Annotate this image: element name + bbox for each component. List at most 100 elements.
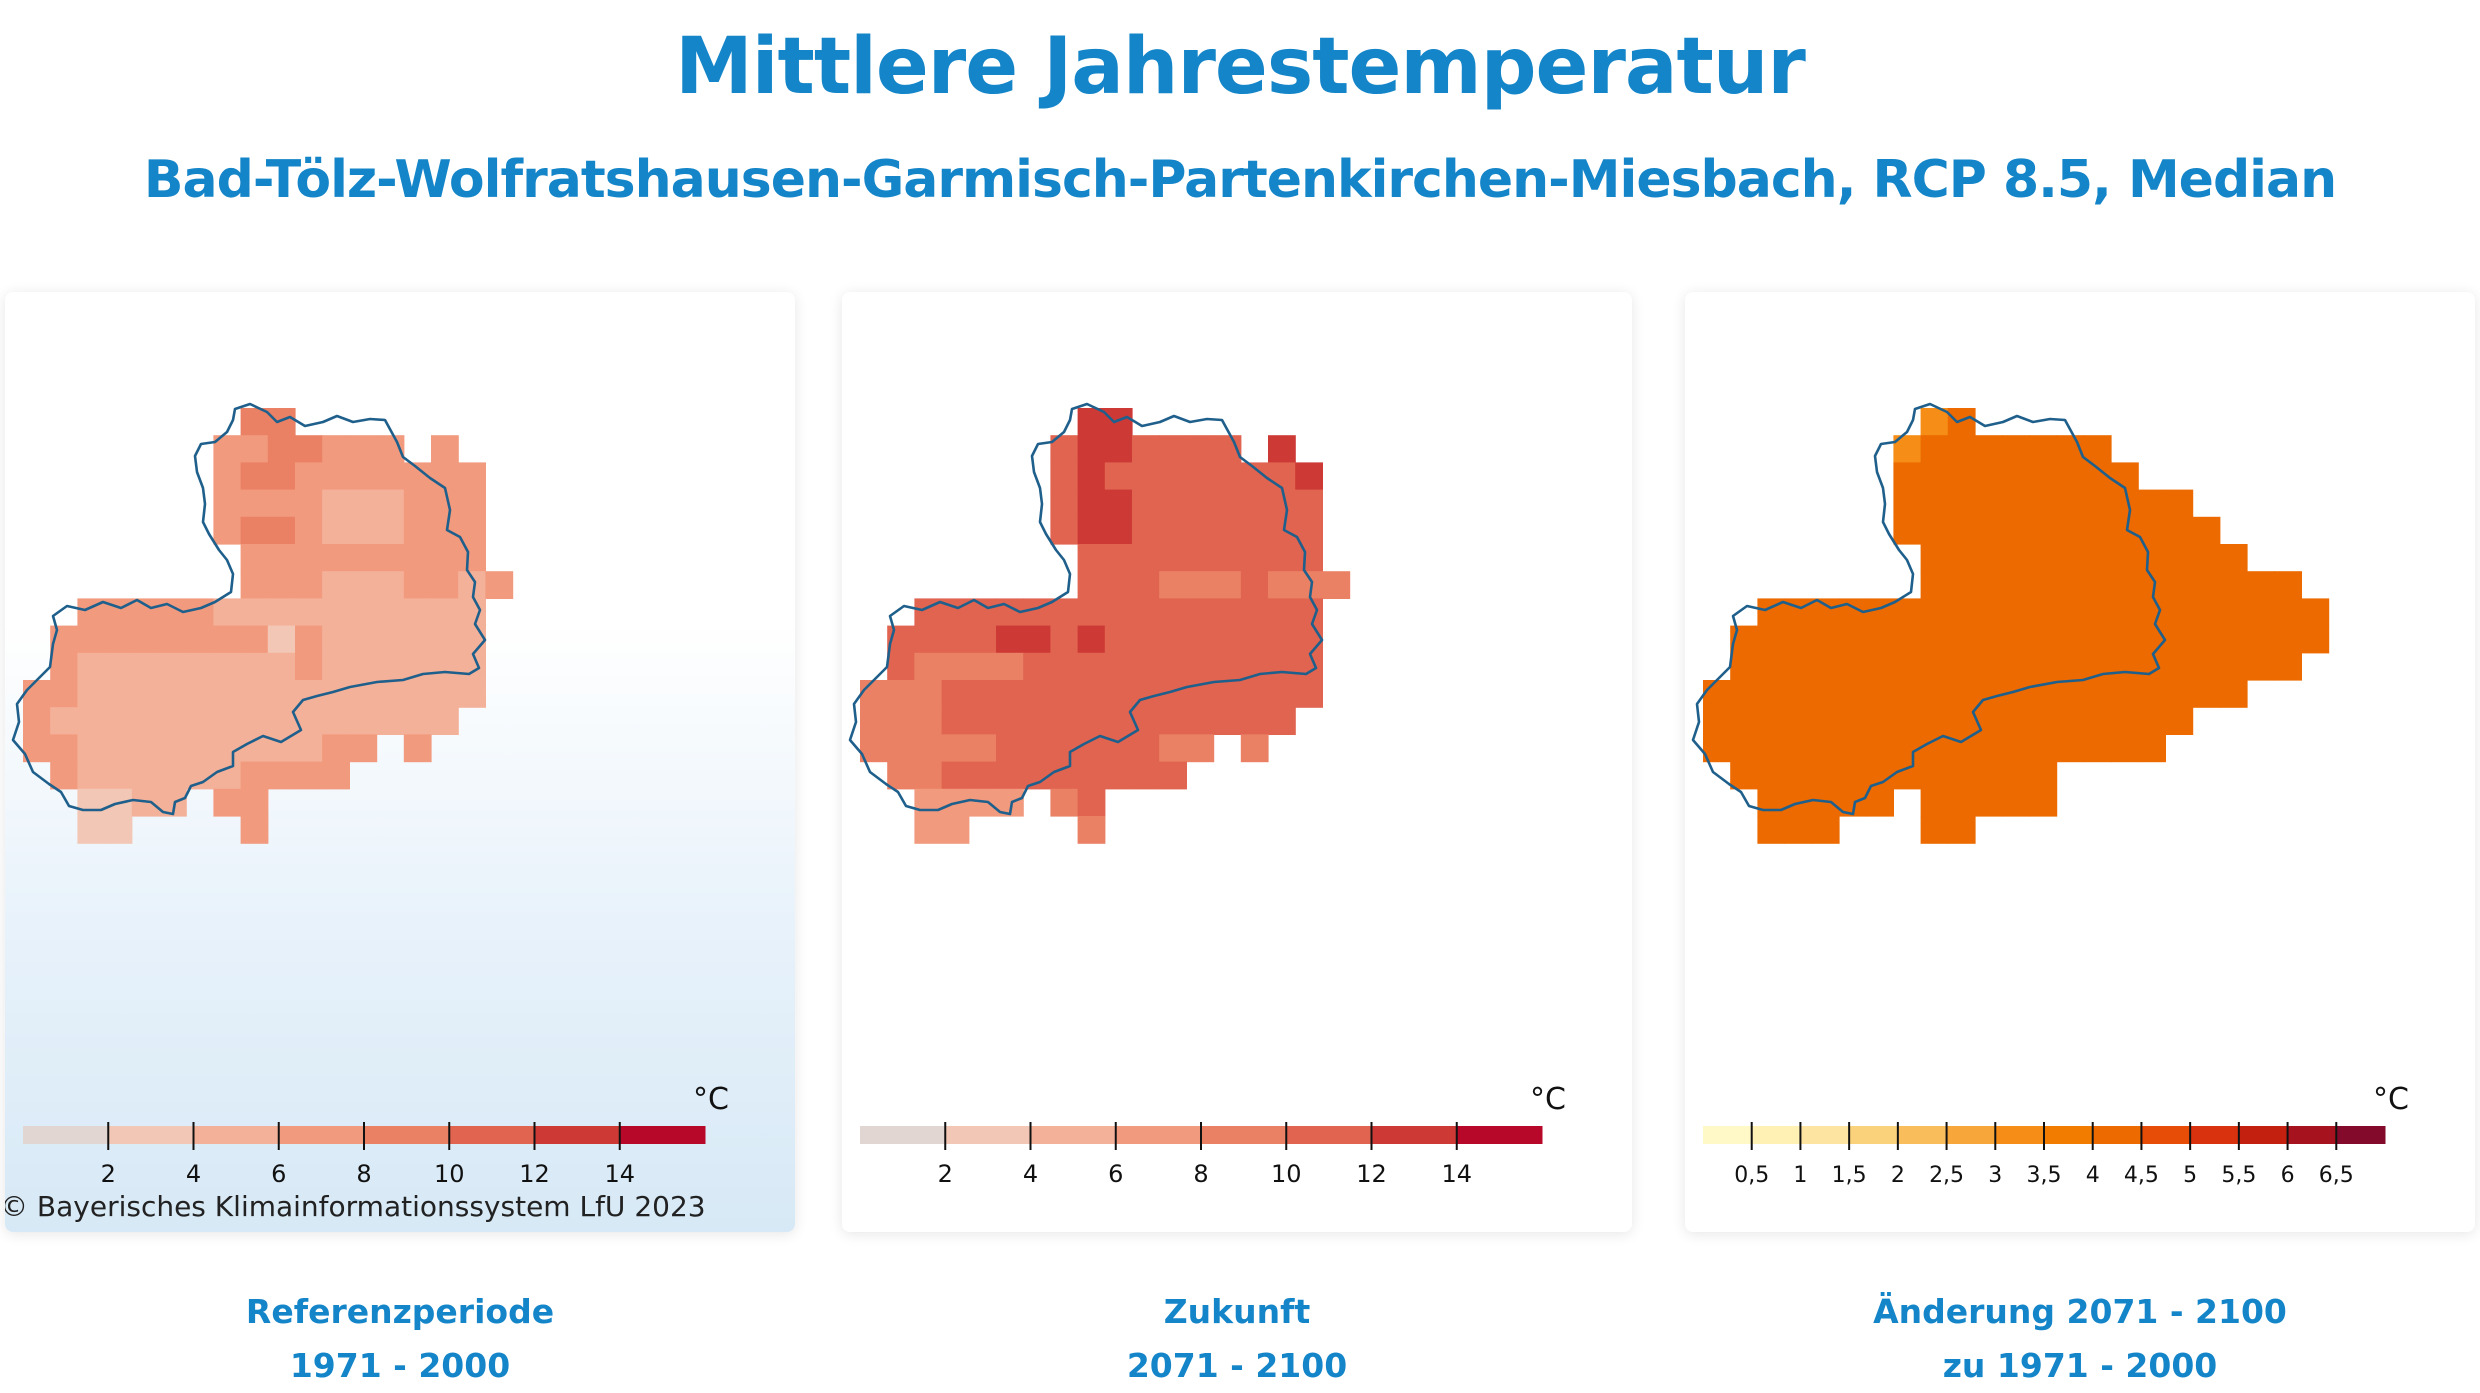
grid-cell	[1159, 707, 1187, 735]
grid-cell	[159, 707, 187, 735]
grid-cell	[1866, 680, 1894, 708]
grid-cell	[458, 489, 486, 518]
grid-cell	[1213, 680, 1242, 708]
grid-cell	[1077, 571, 1106, 599]
grid-cell	[376, 462, 405, 491]
grid-cell	[77, 680, 106, 708]
grid-cell	[1104, 598, 1133, 627]
grid-cell	[1077, 680, 1106, 708]
grid-cell	[322, 462, 350, 491]
grid-cell	[267, 761, 296, 790]
grid-cell	[2002, 544, 2030, 572]
grid-cell	[1240, 680, 1269, 708]
grid-cell	[1920, 489, 1949, 518]
grid-cell	[1757, 680, 1786, 708]
grid-cell	[1132, 435, 1160, 463]
grid-cell	[1186, 598, 1215, 627]
grid-cell	[267, 680, 296, 708]
grid-cell	[2056, 707, 2085, 735]
grid-cell	[1947, 788, 1976, 817]
district-boundary	[1691, 402, 2167, 816]
grid-cell	[1920, 816, 1949, 844]
grid-cell	[1893, 489, 1922, 518]
grid-cell	[349, 489, 378, 518]
grid-cell	[1132, 734, 1160, 763]
copyright-credit: © Bayerisches Klimainformationssystem Lf…	[5, 1190, 706, 1223]
grid-cell	[1839, 652, 1867, 681]
grid-cell	[2056, 734, 2085, 763]
grid-cell	[1159, 652, 1187, 681]
grid-cell	[860, 680, 888, 708]
legend-swatch	[2336, 1126, 2386, 1144]
grid-cell	[1757, 788, 1786, 817]
grid-cell	[2138, 489, 2166, 518]
grid-cell	[887, 707, 915, 735]
grid-cell	[2083, 544, 2112, 572]
grid-cell	[1947, 598, 1976, 627]
grid-cell	[376, 652, 405, 681]
grid-cell	[1213, 707, 1242, 735]
grid-cell	[1295, 462, 1323, 491]
legend-swatch	[1897, 1126, 1948, 1144]
grid-cell	[1757, 816, 1786, 844]
grid-cell	[2219, 571, 2248, 599]
grid-cell	[2111, 734, 2139, 763]
grid-cell	[50, 652, 78, 681]
grid-cell	[1730, 761, 1758, 790]
grid-cell	[1893, 462, 1922, 491]
legend-tick-label: 2	[1891, 1163, 1905, 1188]
legend-swatch	[23, 1126, 109, 1144]
grid-cell	[485, 571, 514, 599]
grid-cell	[2111, 707, 2139, 735]
grid-cell	[104, 625, 133, 654]
grid-cell	[1947, 816, 1976, 844]
grid-cell	[1213, 625, 1242, 654]
grid-cell	[240, 816, 269, 844]
grid-cell	[213, 489, 242, 518]
grid-cell	[1920, 598, 1949, 627]
grid-cell	[2002, 598, 2030, 627]
grid-cell	[104, 734, 133, 763]
grid-cell	[349, 598, 378, 627]
grid-cell	[77, 625, 106, 654]
grid-cell	[941, 707, 970, 735]
grid-cell	[2138, 652, 2166, 681]
grid-cell	[295, 489, 323, 518]
grid-cell	[240, 707, 269, 735]
grid-cell	[431, 652, 459, 681]
grid-cell	[1920, 680, 1949, 708]
grid-cell	[1947, 707, 1976, 735]
legend-unit-label: °C	[1530, 1082, 1566, 1117]
legend-tick-label: 1	[1793, 1163, 1807, 1188]
grid-cell	[2002, 734, 2030, 763]
grid-cell	[267, 462, 296, 491]
grid-cell	[968, 761, 997, 790]
grid-cell	[240, 489, 269, 518]
grid-cell	[1104, 571, 1133, 599]
grid-cell	[1784, 652, 1813, 681]
grid-cell	[1730, 707, 1758, 735]
grid-cell	[1920, 652, 1949, 681]
grid-cell	[1975, 625, 2003, 654]
grid-cell	[2138, 544, 2166, 572]
grid-cell	[1186, 544, 1215, 572]
grid-cell	[104, 680, 133, 708]
grid-cell	[1811, 761, 1840, 790]
grid-cell	[1839, 761, 1867, 790]
grid-cell	[1295, 680, 1323, 708]
legend-swatch	[2190, 1126, 2240, 1144]
grid-cell	[376, 707, 405, 735]
grid-cell	[1784, 680, 1813, 708]
grid-cell	[1186, 571, 1215, 599]
grid-cell	[1159, 734, 1187, 763]
grid-cell	[941, 625, 970, 654]
change-map: 0,5 1 1,5 2 2,5 3 3,5 4 4,5 5 5,5 6 6,5	[1691, 402, 2386, 1188]
grid-cell	[968, 680, 997, 708]
legend-swatch	[1703, 1126, 1753, 1144]
grid-cell	[1811, 734, 1840, 763]
legend-tick-label: 4	[1023, 1160, 1038, 1188]
legend-tick-label: 6	[1108, 1160, 1123, 1188]
grid-cell	[2138, 598, 2166, 627]
grid-cell	[1132, 761, 1160, 790]
legend-tick-label: 2,5	[1929, 1163, 1964, 1188]
